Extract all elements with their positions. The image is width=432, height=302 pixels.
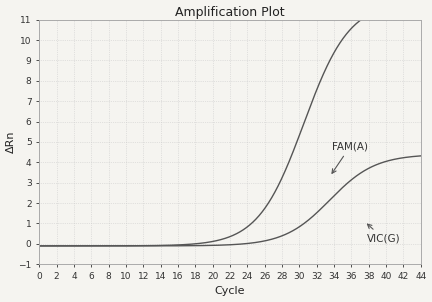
Y-axis label: ΔRn: ΔRn [6,131,16,153]
Title: Amplification Plot: Amplification Plot [175,5,285,18]
X-axis label: Cycle: Cycle [215,286,245,297]
Text: FAM(A): FAM(A) [332,141,368,173]
Text: VIC(G): VIC(G) [367,224,400,244]
